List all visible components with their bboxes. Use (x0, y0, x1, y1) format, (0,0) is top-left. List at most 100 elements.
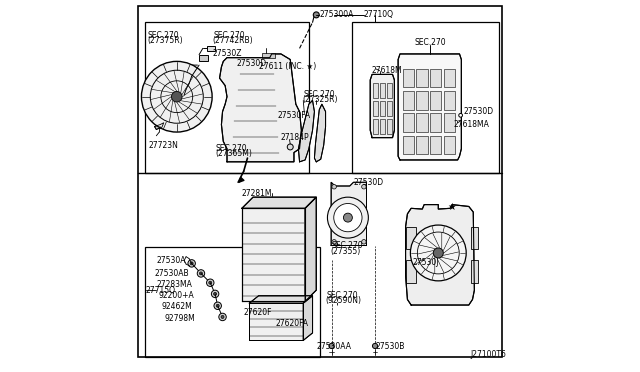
Text: (27325R): (27325R) (303, 95, 338, 104)
Circle shape (362, 240, 366, 244)
Circle shape (334, 203, 362, 232)
Circle shape (287, 144, 293, 150)
Text: SEC.270: SEC.270 (216, 144, 248, 153)
Bar (417, 113, 428, 132)
Circle shape (362, 185, 366, 189)
Bar (430, 136, 441, 154)
Text: 27618M: 27618M (371, 66, 402, 75)
Circle shape (459, 113, 463, 117)
Bar (373, 83, 378, 98)
Text: J27100T6: J27100T6 (470, 350, 506, 359)
Circle shape (172, 92, 182, 102)
Text: 27530D: 27530D (236, 59, 266, 68)
Text: 27530Z: 27530Z (212, 49, 242, 58)
Bar (145, 22, 309, 173)
Text: SEC.270: SEC.270 (331, 241, 363, 250)
Text: 27530AA: 27530AA (316, 342, 351, 351)
Polygon shape (242, 208, 305, 301)
Circle shape (219, 313, 227, 321)
Text: 275300A: 275300A (319, 10, 354, 19)
Text: (92590N): (92590N) (326, 296, 362, 305)
Text: 27710Q: 27710Q (364, 10, 394, 19)
Bar (403, 91, 413, 110)
Polygon shape (154, 123, 164, 129)
Circle shape (372, 343, 378, 349)
Circle shape (211, 290, 219, 298)
Text: 27620F: 27620F (244, 308, 272, 317)
Text: 92462M: 92462M (162, 302, 193, 311)
Text: 27184P: 27184P (281, 133, 310, 142)
Circle shape (332, 240, 337, 244)
Text: ★: ★ (448, 202, 456, 211)
Bar (403, 69, 413, 87)
Text: 27723N: 27723N (149, 141, 179, 150)
Bar (380, 101, 385, 116)
Bar (430, 113, 441, 132)
Text: 92798M: 92798M (164, 314, 195, 323)
Text: 27283MA: 27283MA (156, 280, 192, 289)
Text: SEC.270: SEC.270 (415, 38, 447, 47)
Bar (444, 91, 455, 110)
Bar (444, 69, 455, 87)
Circle shape (314, 12, 319, 18)
Text: 92200+A: 92200+A (158, 291, 194, 300)
Bar (417, 91, 428, 110)
Circle shape (344, 213, 353, 222)
Circle shape (221, 315, 224, 318)
Text: SEC.270: SEC.270 (147, 31, 179, 40)
Polygon shape (398, 54, 461, 160)
Text: 27715Q: 27715Q (146, 286, 176, 295)
Polygon shape (242, 197, 316, 208)
Polygon shape (303, 296, 312, 340)
Bar (351, 22, 499, 173)
Circle shape (433, 248, 444, 258)
Bar (470, 260, 478, 283)
Text: (27375R): (27375R) (147, 36, 182, 45)
Polygon shape (298, 100, 314, 162)
Text: (27355): (27355) (330, 247, 361, 256)
Bar (145, 247, 320, 357)
Circle shape (188, 260, 195, 267)
Bar (387, 119, 392, 134)
Bar (403, 113, 413, 132)
Text: 27530D: 27530D (353, 178, 383, 187)
Bar (444, 136, 455, 154)
Bar (444, 113, 455, 132)
Bar (387, 83, 392, 98)
Bar (470, 227, 478, 249)
Polygon shape (220, 54, 301, 162)
Bar (417, 136, 428, 154)
Text: 27530AB: 27530AB (154, 269, 189, 278)
Bar (430, 69, 441, 87)
Text: SEC.270: SEC.270 (303, 90, 335, 99)
Bar (387, 101, 392, 116)
Text: 27281M: 27281M (242, 189, 273, 198)
Polygon shape (370, 74, 394, 138)
Circle shape (141, 61, 212, 132)
Text: 27530FA: 27530FA (277, 111, 310, 120)
Bar (373, 119, 378, 134)
Text: SEC.270: SEC.270 (214, 31, 246, 40)
Text: SEC.270: SEC.270 (326, 291, 358, 300)
Circle shape (200, 272, 202, 275)
Circle shape (207, 279, 214, 286)
Polygon shape (331, 182, 367, 246)
Circle shape (328, 197, 369, 238)
Bar (262, 53, 275, 58)
Text: 27530A: 27530A (156, 256, 186, 265)
Circle shape (216, 304, 219, 307)
Polygon shape (250, 296, 312, 303)
Bar (430, 91, 441, 110)
Bar (403, 136, 413, 154)
Circle shape (197, 270, 205, 277)
Polygon shape (314, 104, 326, 162)
Circle shape (190, 262, 193, 265)
Bar (406, 227, 415, 249)
Text: 27611 (INC. ★): 27611 (INC. ★) (259, 62, 316, 71)
Text: (27742RB): (27742RB) (212, 36, 253, 45)
Bar (380, 83, 385, 98)
Bar (373, 101, 378, 116)
Polygon shape (305, 197, 316, 301)
Circle shape (214, 302, 221, 310)
Circle shape (332, 185, 337, 189)
